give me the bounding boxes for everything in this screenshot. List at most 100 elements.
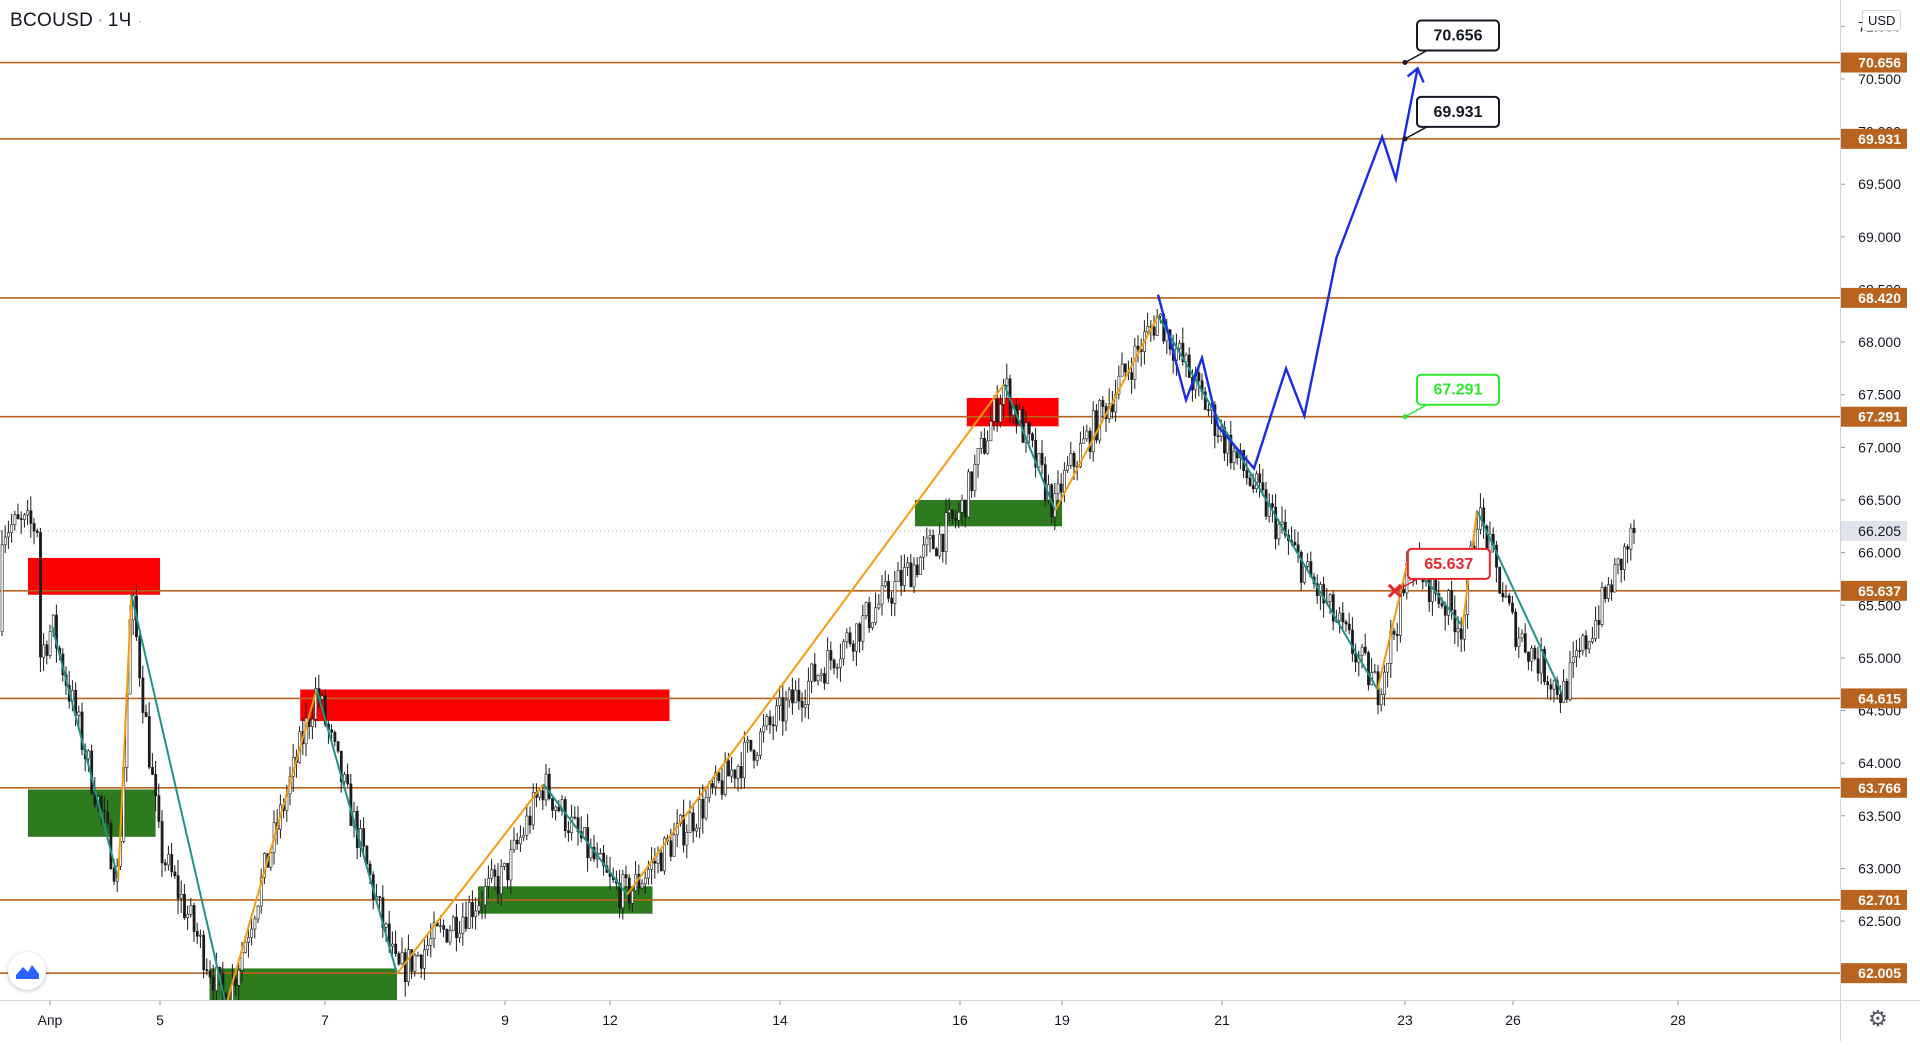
candle-body xyxy=(1079,442,1082,468)
level-price-tag-label: 67.291 xyxy=(1858,409,1901,425)
candle-body xyxy=(1005,378,1009,386)
candle-body xyxy=(775,705,778,727)
candle-body xyxy=(26,510,30,516)
tradingview-logo-icon[interactable] xyxy=(8,952,46,990)
candle-body xyxy=(839,658,842,669)
candle-body xyxy=(512,839,516,850)
level-price-tag xyxy=(1841,889,1907,910)
candle-body xyxy=(1498,566,1502,594)
candle-body xyxy=(1331,594,1335,622)
candle-body xyxy=(77,711,81,716)
price-chart[interactable]: 70.656 69.931 67.291 65.637 xyxy=(0,0,1840,1024)
candle-body xyxy=(727,760,730,777)
candle-body xyxy=(631,890,634,904)
candle-body xyxy=(1511,602,1514,613)
candle-body xyxy=(915,564,919,575)
candle-body xyxy=(1632,527,1636,533)
candle-body xyxy=(1274,506,1278,540)
candle-body xyxy=(259,877,263,907)
time-tick-label: 26 xyxy=(1505,1012,1521,1028)
candle-body xyxy=(1293,541,1297,546)
price-tick-label: 64.000 xyxy=(1858,755,1901,771)
candle-body xyxy=(602,852,606,867)
candle-body xyxy=(826,650,830,684)
candle-body xyxy=(1587,641,1591,650)
candle-body xyxy=(970,471,974,491)
price-tick-label: 68.000 xyxy=(1858,334,1901,350)
level-price-tag xyxy=(1841,406,1907,427)
time-axis[interactable]: Апр 5 7 9 12 14 16 19 21 23 26 28 xyxy=(0,1000,1840,1041)
candle-body xyxy=(1229,434,1233,464)
chart-plot-area[interactable]: 70.656 69.931 67.291 65.637 xyxy=(0,0,1840,1024)
level-price-tag-label: 62.701 xyxy=(1858,892,1901,908)
candle-body xyxy=(141,677,145,713)
price-axis-labels: 71.00070.50070.00069.50069.00068.50068.0… xyxy=(1841,18,1907,984)
callout-anchor xyxy=(1402,60,1408,66)
symbol-title[interactable]: BCOUSD · 1Ч · xyxy=(10,10,143,32)
candle-body xyxy=(1549,684,1553,690)
candle-body xyxy=(967,471,970,518)
candle-body xyxy=(1034,439,1038,468)
callout-box xyxy=(1416,19,1500,52)
candle-body xyxy=(170,854,174,873)
candle-body xyxy=(685,832,689,846)
candle-body xyxy=(1277,523,1281,540)
candle-body xyxy=(1562,680,1566,703)
candle-body xyxy=(343,774,346,782)
candle-body xyxy=(10,524,14,533)
time-tick-label: 14 xyxy=(772,1012,788,1028)
candle-body xyxy=(1629,527,1633,550)
zigzag-segment xyxy=(1476,510,1564,696)
candle-body xyxy=(803,704,807,708)
price-axis[interactable]: 71.00070.50070.00069.50069.00068.50068.0… xyxy=(1840,0,1920,1000)
candle-body xyxy=(1299,551,1303,583)
candle-body xyxy=(147,716,151,768)
candle-body xyxy=(1347,623,1351,631)
candle-body xyxy=(445,929,449,943)
candle-body xyxy=(823,673,826,684)
candle-body xyxy=(647,869,650,879)
currency-button[interactable]: USD xyxy=(1862,10,1902,31)
time-tick-label: 23 xyxy=(1397,1012,1413,1028)
candle-body xyxy=(1261,482,1265,491)
candle-body xyxy=(1581,635,1585,652)
candle-body xyxy=(1091,410,1095,452)
candle-body xyxy=(1037,452,1041,468)
level-price-tag xyxy=(1841,963,1907,984)
candle-body xyxy=(691,812,695,832)
candle-body xyxy=(1159,313,1162,317)
candle-body xyxy=(871,622,874,628)
candle-body xyxy=(1040,452,1044,465)
candle-body xyxy=(173,871,177,876)
candle-body xyxy=(1475,528,1479,550)
candle-body xyxy=(496,876,500,894)
candle-body xyxy=(698,798,702,829)
candle-body xyxy=(1178,342,1182,349)
candle-body xyxy=(1120,363,1124,377)
callout-label: 69.931 xyxy=(1434,104,1483,121)
price-tick-label: 67.000 xyxy=(1858,439,1901,455)
candle-body xyxy=(947,509,951,513)
callout-anchor xyxy=(1402,136,1408,142)
candle-body xyxy=(176,875,180,899)
candle-body xyxy=(554,806,558,811)
candle-body xyxy=(1344,621,1348,625)
candle-body xyxy=(912,564,916,588)
zigzag-segment xyxy=(1376,557,1410,690)
callout-label: 70.656 xyxy=(1434,28,1483,45)
candle-body xyxy=(29,510,33,524)
gear-icon[interactable]: ⚙ xyxy=(1868,1006,1888,1031)
candle-body xyxy=(237,969,241,986)
candle-body xyxy=(1536,658,1540,674)
candle-body xyxy=(829,650,833,661)
candle-body xyxy=(253,918,257,930)
candle-body xyxy=(999,404,1002,423)
candle-body xyxy=(515,839,519,845)
candle-body xyxy=(1152,326,1156,336)
level-price-tag xyxy=(1841,52,1907,73)
candle-body xyxy=(397,953,401,965)
callout-label: 65.637 xyxy=(1424,556,1473,573)
candle-body xyxy=(874,607,878,624)
candle-body xyxy=(781,697,785,722)
candle-body xyxy=(1063,469,1066,493)
